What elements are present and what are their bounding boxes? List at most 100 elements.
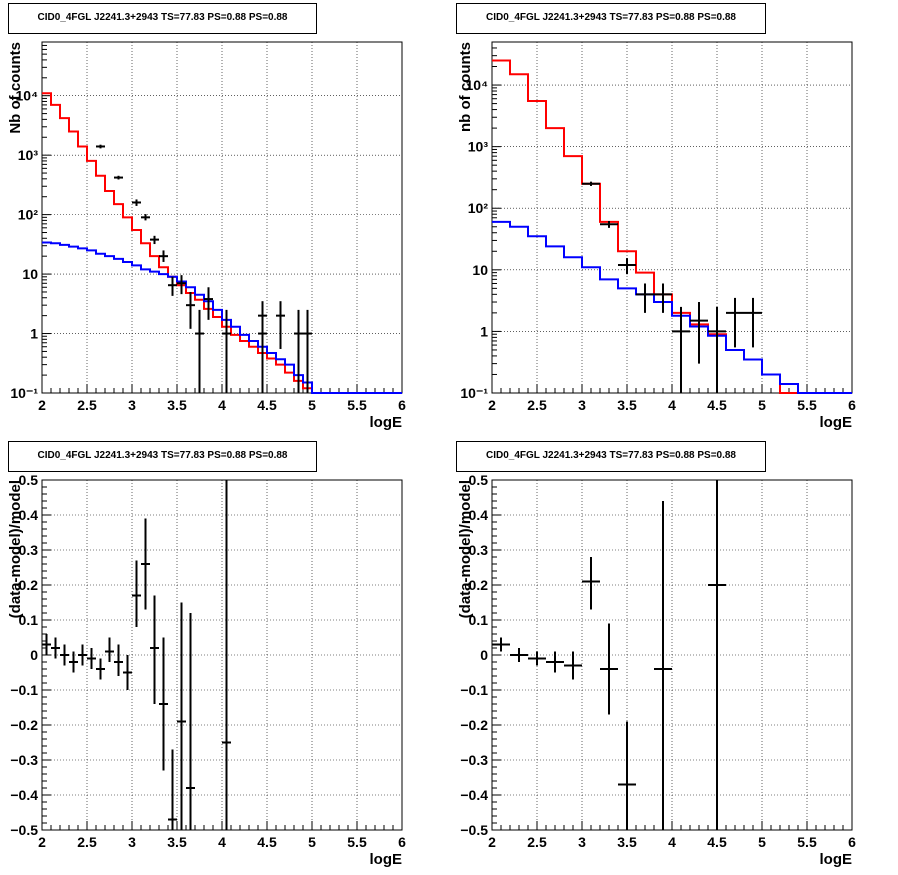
y-axis-title: (data-model)/model (7, 480, 24, 618)
x-tick-label: 5 (758, 397, 766, 413)
x-tick-label: 6 (398, 834, 406, 850)
data-point (690, 302, 708, 364)
y-tick-label: 0.2 (19, 577, 39, 593)
x-tick-label: 3.5 (617, 397, 637, 413)
y-tick-label: 0.5 (19, 472, 39, 488)
data-point (60, 644, 69, 666)
x-tick-label: 3 (128, 397, 136, 413)
x-tick-label: 4.5 (707, 834, 727, 850)
y-tick-label: 10 (472, 262, 488, 278)
y-tick-label: 10 (22, 266, 38, 282)
chart-title-4: CID0_4FGL J2241.3+2943 TS=77.83 PS=0.88 … (456, 441, 766, 472)
x-tick-label: 5 (308, 834, 316, 850)
x-axis-title: logE (370, 851, 403, 868)
data-point (303, 309, 312, 393)
x-tick-label: 4 (218, 397, 226, 413)
x-tick-label: 4 (668, 397, 676, 413)
chart-panel-3: 2 2.5 3 3.5 4 4.5 5 5.5 6 −0.5 −0.4 −0.3 −0.2 −0.1 0 0.… (7, 472, 406, 868)
y-tick-label: 0 (480, 647, 488, 663)
x-tick-label: 6 (848, 834, 856, 850)
data-point (708, 306, 726, 393)
data-point (123, 655, 132, 690)
data-point (96, 144, 105, 149)
y-tick-label: −0.2 (460, 717, 488, 733)
data-point (618, 721, 636, 830)
y-tick-label: 0.3 (469, 542, 489, 558)
x-tick-label: 4.5 (257, 397, 277, 413)
y-tick-label: 0.4 (19, 507, 39, 523)
x-tick-label: 5.5 (347, 397, 367, 413)
x-tick-label: 5 (308, 397, 316, 413)
chart-title-2: CID0_4FGL J2241.3+2943 TS=77.83 PS=0.88 … (456, 3, 766, 34)
y-axis-title: nb of counts (457, 42, 474, 132)
data-point (150, 595, 159, 704)
data-point (96, 658, 105, 680)
y-tick-label: 10⁴ (466, 77, 489, 93)
y-tick-label: −0.4 (460, 787, 488, 803)
chart-panel-2: 2 2.5 3 3.5 4 4.5 5 5.5 6 10⁻¹ 1 10 10² 10³ 10⁴ logE nb … (457, 41, 856, 431)
data-point (69, 651, 78, 673)
data-point (726, 297, 744, 348)
y-tick-label: 1 (480, 323, 488, 339)
data-point (636, 283, 654, 313)
x-axis-title: logE (820, 851, 853, 868)
data-point (186, 291, 195, 329)
data-point (672, 306, 690, 393)
data-point (600, 623, 618, 715)
x-axis-title: logE (370, 414, 403, 431)
data-point (510, 648, 528, 662)
data-point (114, 644, 123, 676)
data-point (132, 560, 141, 627)
y-tick-label: −0.2 (10, 717, 38, 733)
data-point (159, 250, 168, 262)
y-tick-label: 10⁻¹ (10, 385, 38, 401)
data-point (600, 221, 618, 228)
x-tick-label: 3 (128, 834, 136, 850)
x-tick-label: 2.5 (77, 834, 97, 850)
x-tick-label: 3 (578, 397, 586, 413)
x-axis-title: logE (820, 414, 853, 431)
data-point (654, 501, 672, 830)
data-point (294, 309, 303, 393)
chart-title-1: CID0_4FGL J2241.3+2943 TS=77.83 PS=0.88 … (8, 3, 317, 34)
y-tick-label: −0.1 (460, 682, 488, 698)
y-tick-label: 10⁻¹ (460, 385, 488, 401)
x-tick-label: 6 (848, 397, 856, 413)
data-point (546, 651, 564, 673)
y-tick-label: 0.1 (469, 612, 489, 628)
data-point (744, 297, 762, 348)
x-tick-label: 3.5 (167, 834, 187, 850)
data-point (150, 235, 159, 245)
x-tick-label: 2.5 (527, 397, 547, 413)
x-tick-label: 4 (668, 834, 676, 850)
y-tick-label: −0.5 (460, 822, 488, 838)
y-axis-title: (data-model)/model (457, 480, 474, 618)
data-point (168, 276, 177, 296)
y-tick-label: −0.4 (10, 787, 38, 803)
chart-title-3: CID0_4FGL J2241.3+2943 TS=77.83 PS=0.88 … (8, 441, 317, 472)
x-tick-label: 2 (488, 397, 496, 413)
chart-panel-1: 2 2.5 3 3.5 4 4.5 5 5.5 6 10⁻¹ 1 10 10² 10³ 10⁴ logE Nb … (7, 41, 406, 431)
plot-frame (41, 41, 403, 394)
data-point (222, 309, 231, 393)
x-tick-label: 3.5 (617, 834, 637, 850)
data-point (186, 613, 195, 830)
data-point (42, 634, 51, 655)
y-tick-label: 0.5 (469, 472, 489, 488)
x-tick-label: 5.5 (797, 834, 817, 850)
data-point (141, 518, 150, 610)
plot-frame (491, 41, 853, 394)
x-tick-label: 3.5 (167, 397, 187, 413)
data-point (159, 637, 168, 771)
data-point (618, 258, 636, 275)
data-point (114, 175, 123, 180)
data-point (582, 181, 600, 186)
y-tick-label: 0.2 (469, 577, 489, 593)
y-tick-label: −0.1 (10, 682, 38, 698)
chart-panel-4: 2 2.5 3 3.5 4 4.5 5 5.5 6 −0.5 −0.4 −0.3 −0.2 −0.1 0 0.… (457, 472, 856, 868)
data-point (87, 648, 96, 669)
y-tick-label: 0.1 (19, 612, 39, 628)
x-tick-label: 5.5 (797, 397, 817, 413)
x-tick-label: 3 (578, 834, 586, 850)
